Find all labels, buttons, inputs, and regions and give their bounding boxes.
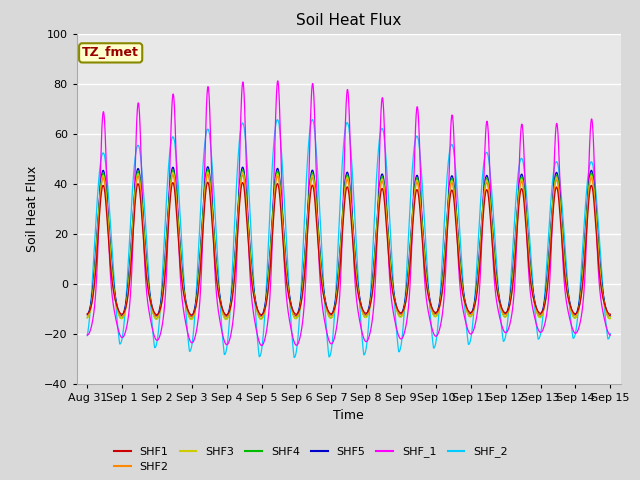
Title: Soil Heat Flux: Soil Heat Flux (296, 13, 401, 28)
X-axis label: Time: Time (333, 408, 364, 421)
Text: TZ_fmet: TZ_fmet (82, 47, 139, 60)
Y-axis label: Soil Heat Flux: Soil Heat Flux (26, 166, 38, 252)
Legend: SHF1, SHF2, SHF3, SHF4, SHF5, SHF_1, SHF_2: SHF1, SHF2, SHF3, SHF4, SHF5, SHF_1, SHF… (109, 442, 512, 477)
